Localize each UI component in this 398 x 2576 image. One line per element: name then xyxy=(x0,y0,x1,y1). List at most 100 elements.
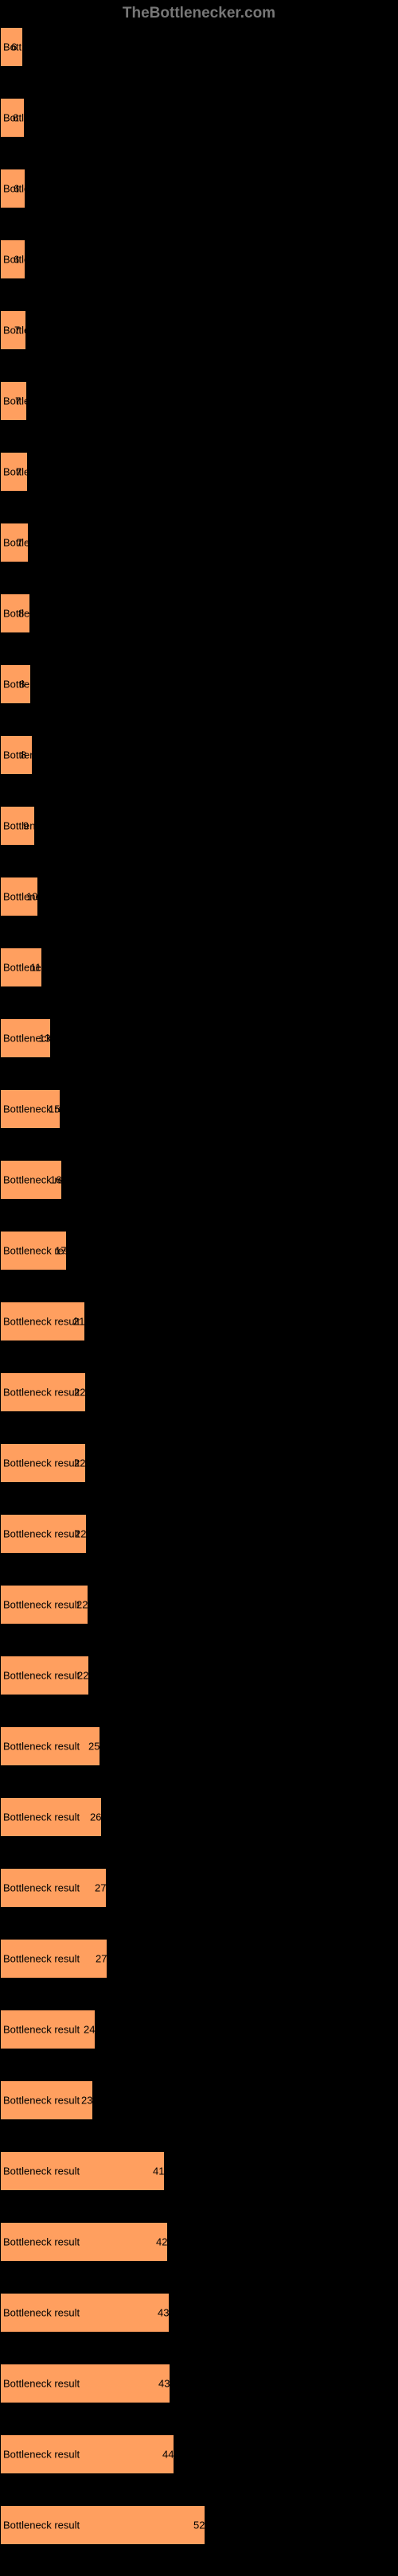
bar-row: Bottleneck result8 xyxy=(0,664,398,704)
bar-value: 22 xyxy=(76,1599,88,1611)
bar-value: 17 xyxy=(55,1245,66,1257)
bar-row: Bottleneck result11 xyxy=(0,948,398,987)
bar-label: Bottleneck result xyxy=(3,1174,80,1186)
bar-value: 16 xyxy=(50,1174,61,1186)
bar-row: Bottleneck result 27 xyxy=(0,1868,398,1908)
bar-row: Bottleneck result22 xyxy=(0,1514,398,1554)
bar-label: Bottleneck result xyxy=(3,1103,80,1115)
bar-value: 22 xyxy=(74,1457,85,1469)
bar-row: Bottleneck result 44 xyxy=(0,2434,398,2474)
bar-value: 8 xyxy=(21,749,26,761)
bar-label: Bottleneck result xyxy=(3,1953,80,1965)
bar-value: 27 xyxy=(95,1882,106,1894)
bar-row: Bottleneck result8 xyxy=(0,593,398,633)
bar-value: 23 xyxy=(81,2095,92,2107)
bar-value: 43 xyxy=(158,2378,170,2390)
bar-label: Bottleneck result xyxy=(3,2165,80,2177)
bar-label: Bottleneck result xyxy=(3,1245,80,1257)
bar-value: 41 xyxy=(153,2165,164,2177)
bar-label: Bottleneck result xyxy=(3,1528,80,1540)
bar-label: Bottleneck result xyxy=(3,1316,80,1328)
bar-row: Bottleneck result16 xyxy=(0,1160,398,1200)
bar-row: Bottleneck result17 xyxy=(0,1231,398,1270)
bar-label: Bottleneck result xyxy=(3,2095,80,2107)
bar-row: Bottleneck result9 xyxy=(0,806,398,846)
bar-row: Bottleneck result22 xyxy=(0,1443,398,1483)
bar-row: Bottleneck result7 xyxy=(0,381,398,421)
bar-value: 6 xyxy=(11,41,17,53)
bar-value: 9 xyxy=(23,820,29,832)
bar-row: Bottleneck result 25 xyxy=(0,1726,398,1766)
bar-value: 24 xyxy=(84,2024,95,2036)
bar-row: Bottleneck result6 xyxy=(0,239,398,279)
bar-row: Bottleneck result7 xyxy=(0,523,398,562)
bar-value: 8 xyxy=(19,679,25,691)
bar-value: 6 xyxy=(13,112,18,124)
bar-row: Bottleneck result22 xyxy=(0,1585,398,1625)
bar-label: Bottleneck result xyxy=(3,1599,80,1611)
bar-value: 8 xyxy=(18,608,24,620)
bar-value: 7 xyxy=(17,537,22,549)
bar-row: Bottleneck result13 xyxy=(0,1018,398,1058)
bottleneck-chart: Bottleneck result6Bottleneck result6Bott… xyxy=(0,27,398,2545)
bar-label: Bottleneck result xyxy=(3,679,80,691)
bar-value: 25 xyxy=(88,1741,100,1753)
bar-row: Bottleneck result 42 xyxy=(0,2222,398,2262)
bar-row: Bottleneck result24 xyxy=(0,2010,398,2049)
bar-value: 11 xyxy=(30,962,41,974)
header: TheBottlenecker.com xyxy=(0,0,398,27)
bar-value: 7 xyxy=(14,325,20,337)
bar-row: Bottleneck result22 xyxy=(0,1372,398,1412)
bar-row: Bottleneck result52 xyxy=(0,2505,398,2545)
bar-label: Bottleneck result xyxy=(3,2236,80,2248)
bar-value: 13 xyxy=(39,1033,50,1045)
bar-label: Bottleneck result xyxy=(3,2378,80,2390)
bar-label: Bottleneck result xyxy=(3,2307,80,2319)
bar-value: 7 xyxy=(16,466,21,478)
bar-row: Bottleneck result15 xyxy=(0,1089,398,1129)
bar-value: 43 xyxy=(158,2307,169,2319)
bar-row: Bottleneck result27 xyxy=(0,1939,398,1979)
bar-value: 22 xyxy=(74,1387,85,1399)
bar-value: 44 xyxy=(162,2449,174,2461)
bar-row: Bottleneck result6 xyxy=(0,27,398,67)
bar-label: Bottleneck result xyxy=(3,2449,80,2461)
bar-row: Bottleneck result7 xyxy=(0,310,398,350)
bar-row: Bottleneck result21 xyxy=(0,1302,398,1341)
bar-row: Bottleneck result8 xyxy=(0,735,398,775)
bar-row: Bottleneck result 43 xyxy=(0,2364,398,2403)
bar-label: Bottleneck result xyxy=(3,1457,80,1469)
bar-label: Bottleneck result xyxy=(3,1670,80,1682)
bar-row: Bottleneck result6 xyxy=(0,98,398,138)
bar-value: 22 xyxy=(77,1670,88,1682)
bar-row: Bottleneck result 41 xyxy=(0,2151,398,2191)
bar-label: Bottleneck result xyxy=(3,749,80,761)
bar-value: 6 xyxy=(14,254,19,266)
site-title: TheBottlenecker.com xyxy=(123,5,275,21)
bar-value: 42 xyxy=(156,2236,167,2248)
bar-label: Bottleneck result xyxy=(3,1741,80,1753)
bar-row: Bottleneck result22 xyxy=(0,1656,398,1695)
bar-label: Bottleneck result xyxy=(3,1811,80,1823)
bar-value: 21 xyxy=(73,1316,84,1328)
bar-row: Bottleneck result 26 xyxy=(0,1797,398,1837)
bar-value: 6 xyxy=(14,183,19,195)
bar-value: 10 xyxy=(26,891,37,903)
bar-value: 7 xyxy=(15,395,21,407)
bar-label: Bottleneck result xyxy=(3,2520,80,2531)
bar-label: Bottleneck result xyxy=(3,1882,80,1894)
bar-label: Bottleneck result xyxy=(3,1387,80,1399)
bar-value: 22 xyxy=(75,1528,86,1540)
bar-value: 26 xyxy=(90,1811,101,1823)
bar-label: Bottleneck result xyxy=(3,537,80,549)
bar-value: 15 xyxy=(49,1103,60,1115)
bar-row: Bottleneck result10 xyxy=(0,877,398,916)
bar-label: Bottleneck result xyxy=(3,962,80,974)
bar-label: Bottleneck result xyxy=(3,820,80,832)
bar-label: Bottleneck result xyxy=(3,466,80,478)
bar-label: Bottleneck result xyxy=(3,608,80,620)
bar-row: Bottleneck result 43 xyxy=(0,2293,398,2333)
bar-row: Bottleneck result23 xyxy=(0,2080,398,2120)
bar-row: Bottleneck result7 xyxy=(0,452,398,492)
bar-row: Bottleneck result6 xyxy=(0,169,398,208)
